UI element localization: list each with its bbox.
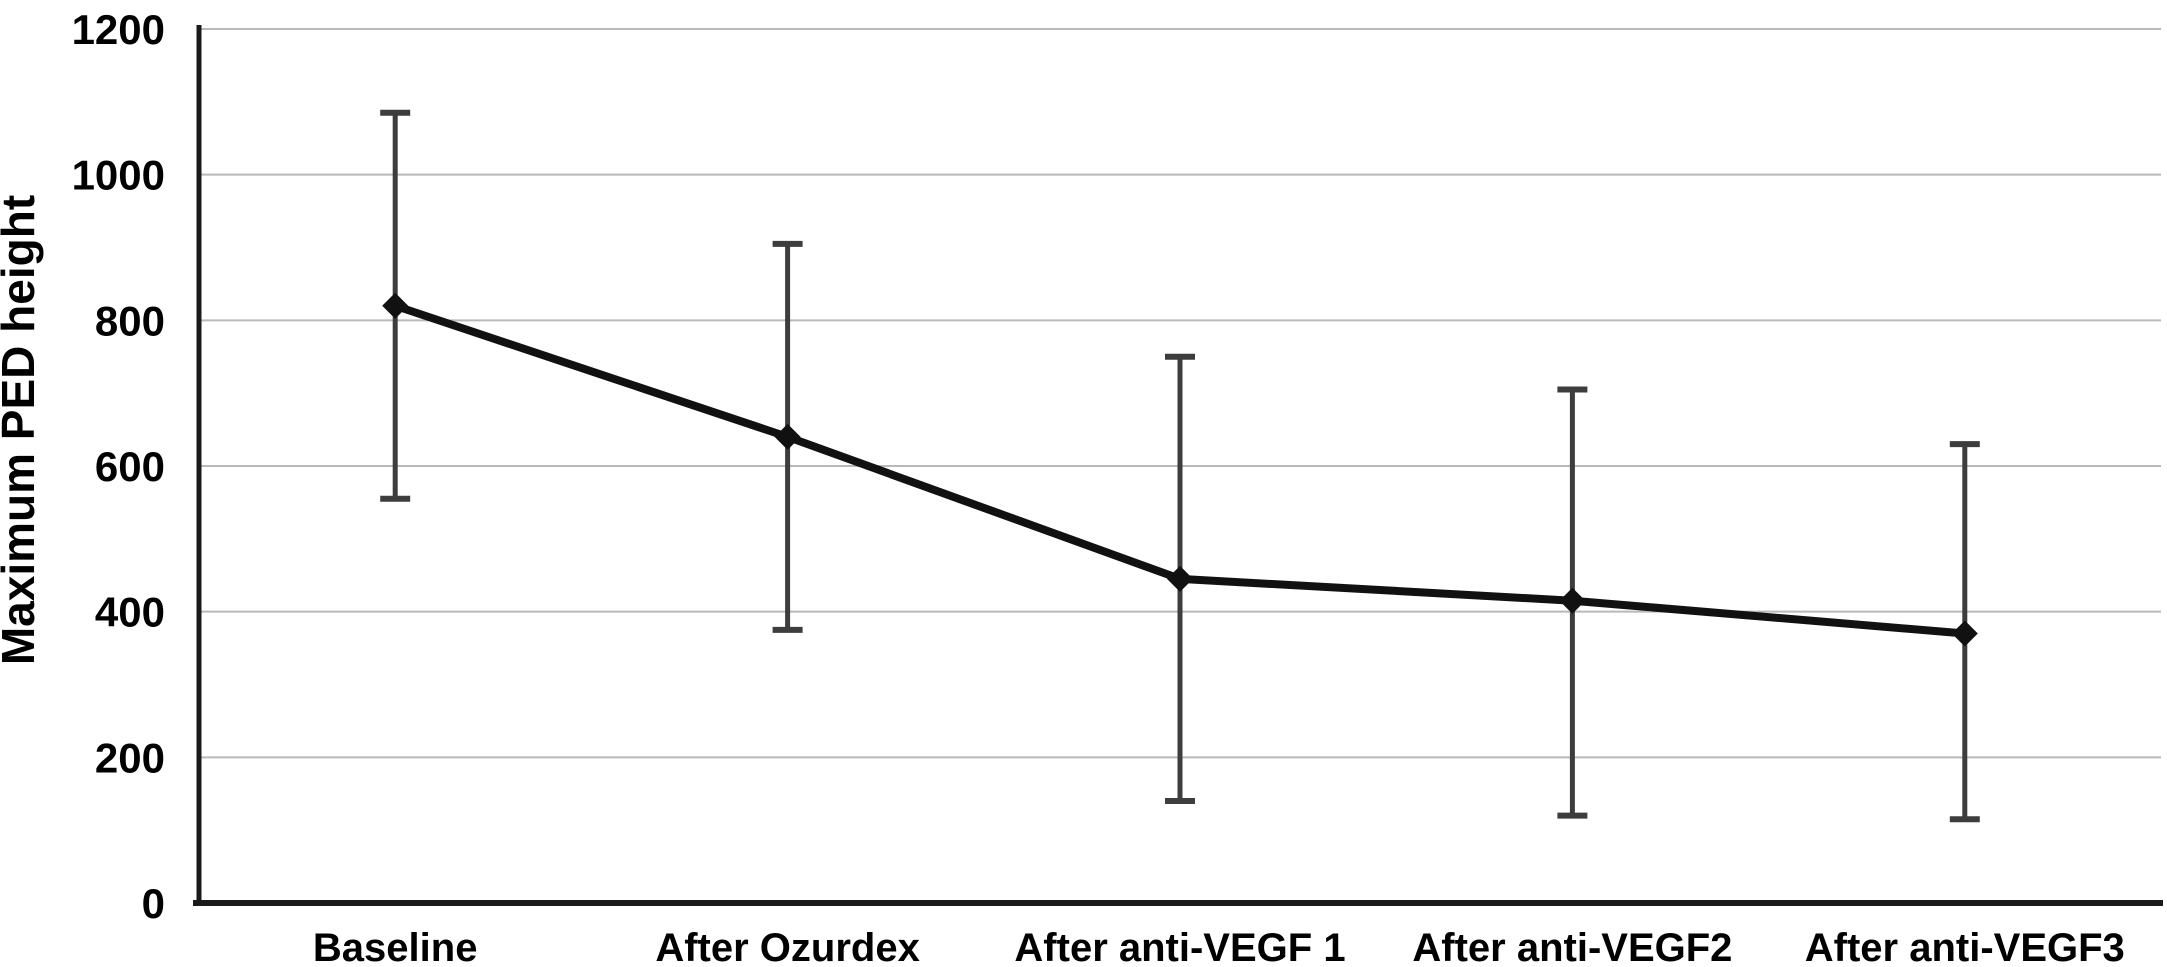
axes: [193, 25, 2163, 906]
x-tick-label: After anti-VEGF3: [1805, 926, 2125, 967]
x-tick-labels: Baseline After Ozurdex After anti-VEGF 1 Af…: [313, 926, 2125, 967]
x-tick-label: After anti-VEGF 1: [1014, 926, 1345, 967]
y-tick-label: 400: [95, 589, 165, 636]
y-tick-label: 1200: [72, 6, 165, 53]
y-tick-label: 600: [95, 443, 165, 490]
x-tick-label: After anti-VEGF2: [1412, 926, 1732, 967]
x-tick-label: After Ozurdex: [655, 926, 920, 967]
data-point-marker: [774, 423, 801, 450]
markers: [382, 292, 1978, 647]
y-tick-label: 200: [95, 734, 165, 781]
x-tick-label: Baseline: [313, 926, 478, 967]
y-tick-label: 1000: [72, 152, 165, 199]
data-point-marker: [1951, 620, 1978, 647]
data-point-marker: [1167, 565, 1193, 592]
y-tick-label: 800: [95, 297, 165, 344]
data-point-marker: [382, 292, 409, 319]
y-tick-labels: 0 200 400 600 800 1000 1200: [72, 6, 165, 927]
data-point-marker: [1559, 587, 1586, 614]
y-axis-title: Maximum PED height: [0, 195, 44, 665]
y-tick-label: 0: [142, 880, 165, 927]
